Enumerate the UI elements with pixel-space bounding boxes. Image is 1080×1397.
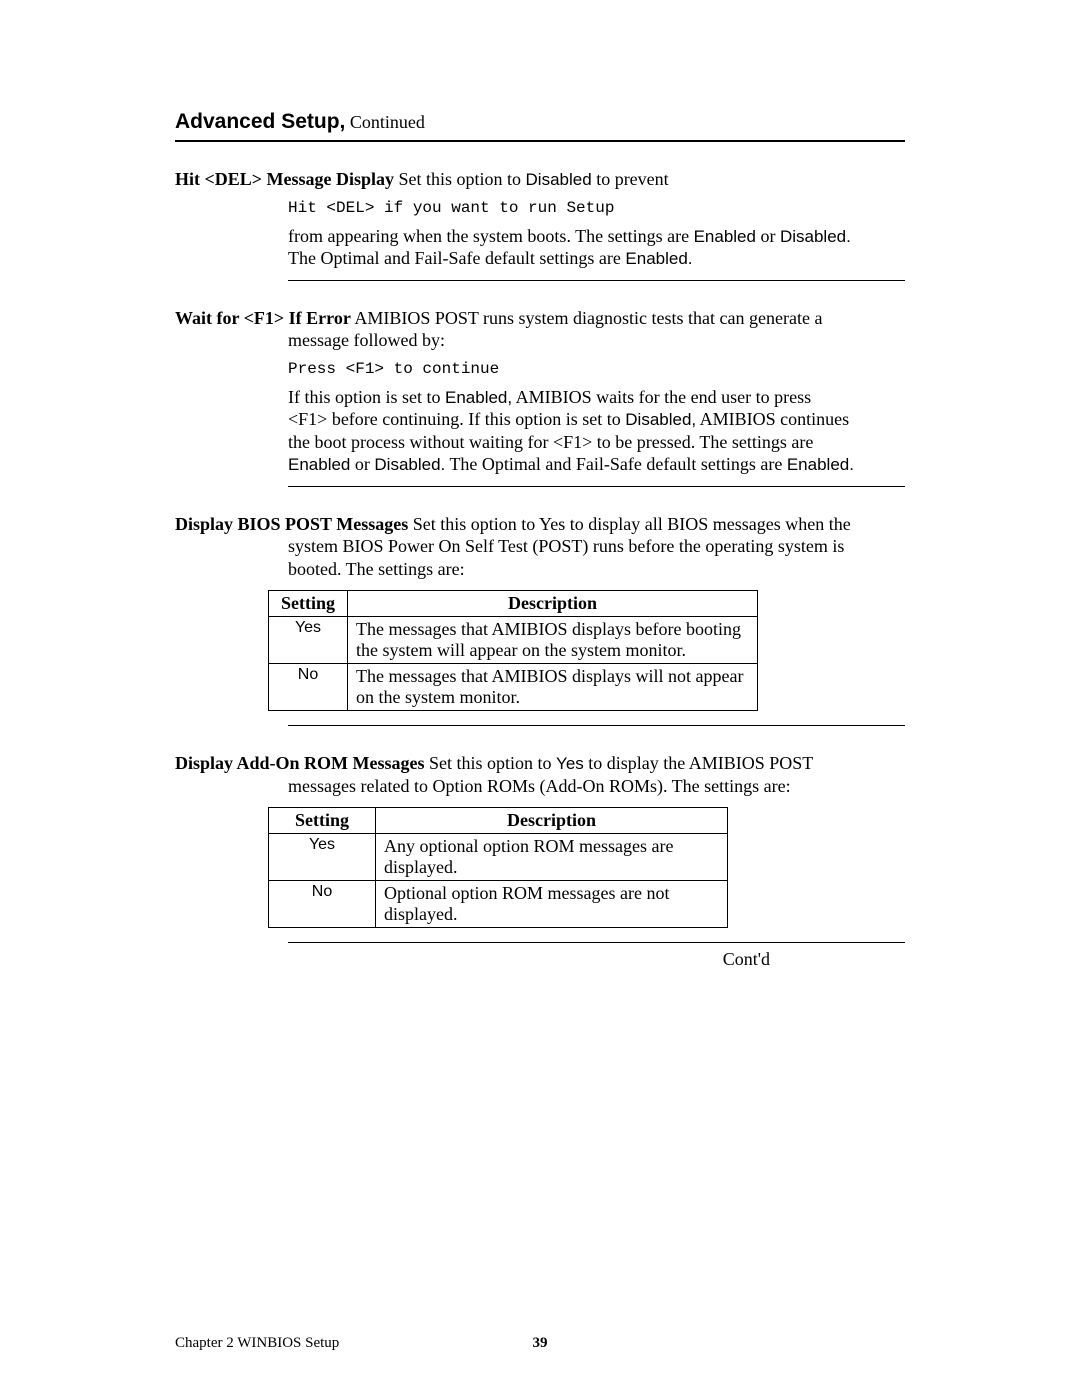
section-addon-rom: Display Add-On ROM Messages Set this opt…: [175, 752, 905, 943]
lead-text-2: message followed by:: [288, 330, 445, 350]
footer-chapter: Chapter 2 WINBIOS Setup: [175, 1335, 339, 1352]
option-value: Disabled.: [780, 227, 851, 246]
section-separator: [288, 725, 905, 726]
lead-text: AMIBIOS POST runs system diagnostic test…: [351, 308, 823, 328]
section-wait-f1: Wait for <F1> If Error AMIBIOS POST runs…: [175, 307, 905, 487]
setting-name: Wait for <F1> If Error: [175, 308, 351, 328]
table-row: No The messages that AMIBIOS displays wi…: [269, 664, 758, 711]
lead-text-3: booted. The settings are:: [288, 559, 465, 579]
para-text: AMIBIOS waits for the end user to press: [512, 387, 811, 407]
section-separator: [288, 280, 905, 281]
para-text: The Optimal and Fail-Safe default settin…: [445, 454, 787, 474]
section-separator: [288, 486, 905, 487]
lead-text: to display the AMIBIOS POST: [584, 753, 814, 773]
col-description: Description: [376, 808, 728, 834]
setting-name: Hit <DEL> Message Display: [175, 169, 394, 189]
setting-name: Display BIOS POST Messages: [175, 514, 408, 534]
lead-text-2: system BIOS Power On Self Test (POST) ru…: [288, 536, 844, 556]
table-header-row: Setting Description: [269, 808, 728, 834]
settings-table-addon-rom: Setting Description Yes Any optional opt…: [268, 807, 728, 928]
table-row: Yes The messages that AMIBIOS displays b…: [269, 617, 758, 664]
cell-setting: No: [269, 664, 348, 711]
para-text: The Optimal and Fail-Safe default settin…: [288, 248, 625, 268]
para-text: or: [350, 454, 374, 474]
option-value: Enabled: [288, 455, 350, 474]
page-header: Advanced Setup, Continued: [175, 110, 905, 142]
col-setting: Setting: [269, 591, 348, 617]
option-value: Enabled.: [625, 249, 692, 268]
para-text: from appearing when the system boots. Th…: [288, 226, 694, 246]
col-setting: Setting: [269, 808, 376, 834]
cell-setting: Yes: [269, 834, 376, 881]
cell-description: The messages that AMIBIOS displays befor…: [348, 617, 758, 664]
cell-description: Optional option ROM messages are not dis…: [376, 881, 728, 928]
setting-name: Display Add-On ROM Messages: [175, 753, 425, 773]
section-separator: [288, 942, 905, 943]
cell-description: The messages that AMIBIOS displays will …: [348, 664, 758, 711]
option-value: Disabled.: [374, 455, 445, 474]
section-hit-del: Hit <DEL> Message Display Set this optio…: [175, 168, 905, 281]
para-text: or: [756, 226, 780, 246]
option-value: Yes: [556, 754, 584, 773]
settings-table-bios-post: Setting Description Yes The messages tha…: [268, 590, 758, 711]
lead-tail: to prevent: [592, 169, 669, 189]
lead-text: Set this option to: [425, 753, 557, 773]
para-text: <F1> before continuing. If this option i…: [288, 409, 625, 429]
col-description: Description: [348, 591, 758, 617]
option-value: Enabled,: [445, 388, 512, 407]
cell-description: Any optional option ROM messages are dis…: [376, 834, 728, 881]
lead-text: Set this option to Yes to display all BI…: [408, 514, 851, 534]
para-text: If this option is set to: [288, 387, 445, 407]
cell-setting: Yes: [269, 617, 348, 664]
section-bios-post: Display BIOS POST Messages Set this opti…: [175, 513, 905, 727]
para-text: the boot process without waiting for <F1…: [288, 432, 813, 452]
cell-setting: No: [269, 881, 376, 928]
option-value: Enabled.: [787, 455, 854, 474]
para-text: AMIBIOS continues: [696, 409, 849, 429]
footer-page-number: 39: [533, 1335, 548, 1352]
continued-label: Cont'd: [175, 949, 770, 970]
option-value: Disabled: [526, 170, 592, 189]
lead-text: Set this option to: [394, 169, 526, 189]
option-value: Disabled,: [625, 410, 696, 429]
table-header-row: Setting Description: [269, 591, 758, 617]
table-row: No Optional option ROM messages are not …: [269, 881, 728, 928]
title-rule: [175, 140, 905, 142]
page-footer: Chapter 2 WINBIOS Setup 39: [175, 1335, 905, 1352]
lead-text-2: messages related to Option ROMs (Add-On …: [288, 776, 791, 796]
option-value: Enabled: [694, 227, 756, 246]
code-block: Hit <DEL> if you want to run Setup: [288, 199, 905, 217]
table-row: Yes Any optional option ROM messages are…: [269, 834, 728, 881]
code-block: Press <F1> to continue: [288, 360, 905, 378]
page-title: Advanced Setup,: [175, 110, 345, 133]
page-title-continued: Continued: [345, 112, 425, 132]
